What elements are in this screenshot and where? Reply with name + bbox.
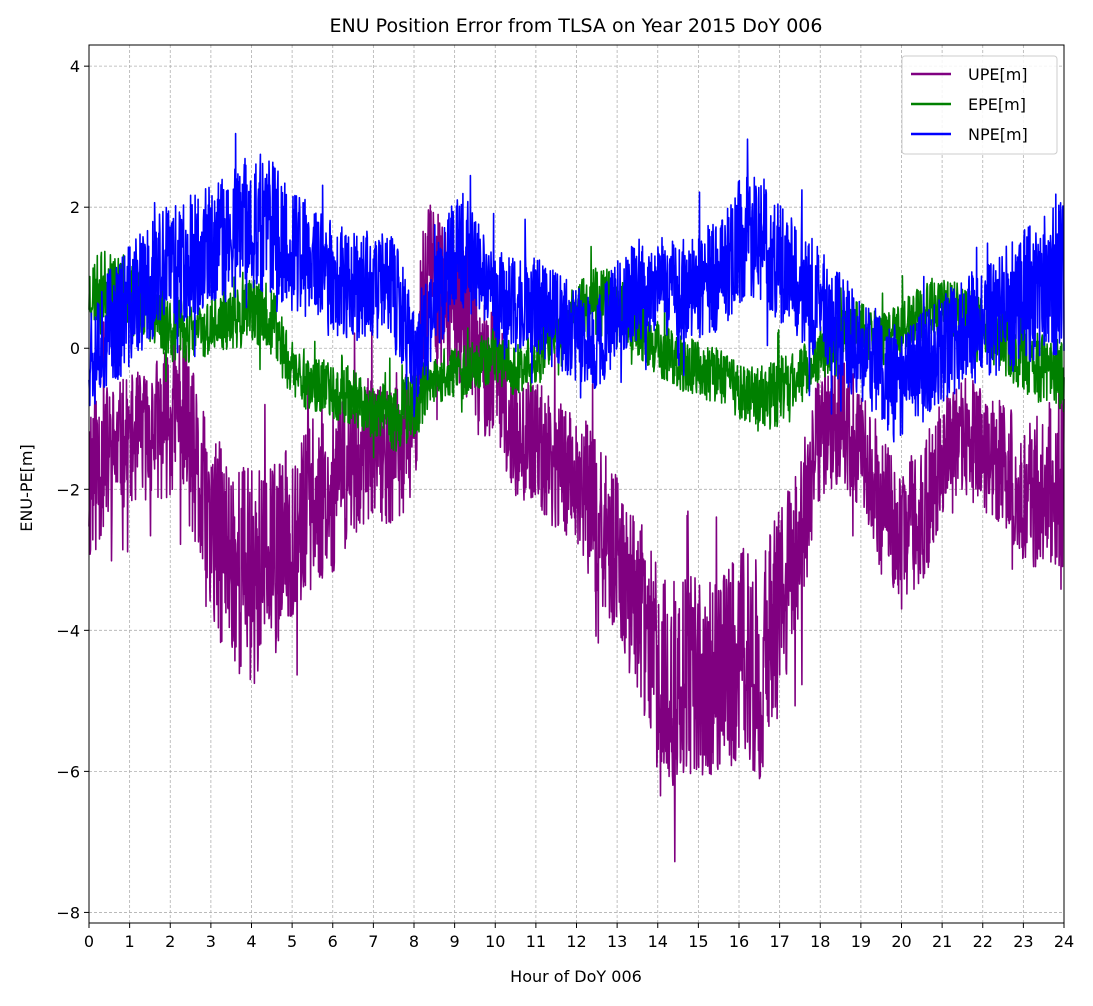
legend-box	[901, 55, 1058, 155]
legend-label: EPE[m]	[968, 95, 1026, 114]
x-tick-label: 7	[368, 932, 378, 951]
series-line-NPE[m]	[88, 132, 1065, 443]
y-axis-label: ENU-PE[m]	[17, 444, 36, 531]
x-tick-label: 20	[891, 932, 911, 951]
x-tick-label: 15	[688, 932, 708, 951]
x-axis-label: Hour of DoY 006	[510, 967, 642, 986]
x-tick-label: 1	[125, 932, 135, 951]
legend-label: NPE[m]	[968, 125, 1028, 144]
x-tick-label: 11	[526, 932, 546, 951]
x-tick-label: 3	[206, 932, 216, 951]
x-tick-label: 14	[648, 932, 668, 951]
x-tick-label: 9	[450, 932, 460, 951]
x-tick-label: 19	[851, 932, 871, 951]
x-tick-label: 0	[84, 932, 94, 951]
legend-label: UPE[m]	[968, 65, 1028, 84]
chart-title: ENU Position Error from TLSA on Year 201…	[330, 15, 823, 37]
series-layer	[88, 132, 1065, 863]
x-tick-label: 5	[287, 932, 297, 951]
x-tick-label: 22	[973, 932, 993, 951]
x-tick-label: 18	[810, 932, 830, 951]
x-tick-label: 16	[729, 932, 749, 951]
y-tick-label: −6	[56, 762, 80, 781]
x-tick-label: 23	[1013, 932, 1033, 951]
x-tick-label: 10	[485, 932, 505, 951]
x-tick-label: 12	[566, 932, 586, 951]
axis-layer: 0 1 2 3 4 5 6 7 8 9 10 11 12 13 14 15 16 17 18 19 20 21 22 23 24…	[56, 57, 1074, 951]
y-tick-label: −4	[56, 621, 80, 640]
x-tick-label: 21	[932, 932, 952, 951]
y-tick-label: −2	[56, 480, 80, 499]
x-tick-label: 6	[328, 932, 338, 951]
x-tick-label: 24	[1054, 932, 1074, 951]
y-tick-label: 2	[70, 198, 80, 217]
series-line-UPE[m]	[88, 204, 1065, 863]
x-tick-label: 8	[409, 932, 419, 951]
x-tick-label: 4	[246, 932, 256, 951]
legend: UPE[m] EPE[m] NPE[m]	[901, 55, 1058, 155]
y-tick-label: 4	[70, 57, 80, 76]
y-tick-label: −8	[56, 903, 80, 922]
x-tick-label: 13	[607, 932, 627, 951]
x-tick-label: 2	[165, 932, 175, 951]
y-tick-label: 0	[70, 339, 80, 358]
x-tick-label: 17	[769, 932, 789, 951]
